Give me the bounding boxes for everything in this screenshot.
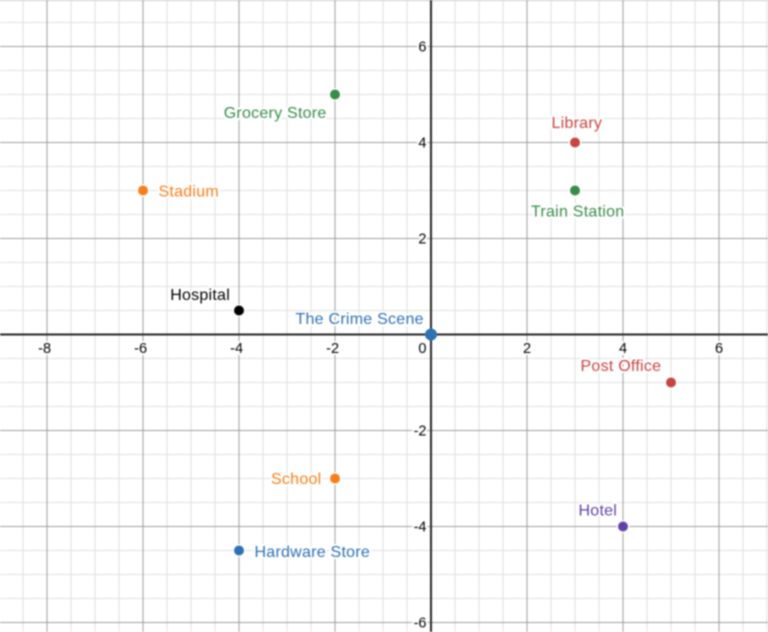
svg-text:Stadium: Stadium	[159, 184, 219, 201]
svg-text:6: 6	[715, 341, 723, 357]
svg-text:2: 2	[523, 341, 531, 357]
svg-text:Library: Library	[552, 115, 603, 132]
svg-text:-4: -4	[414, 520, 427, 536]
svg-text:Grocery Store: Grocery Store	[224, 105, 327, 122]
svg-text:-6: -6	[134, 341, 147, 357]
svg-text:4: 4	[418, 136, 426, 152]
svg-text:-6: -6	[414, 616, 427, 632]
svg-text:0: 0	[418, 341, 426, 357]
svg-text:6: 6	[418, 40, 426, 56]
svg-text:Post Office: Post Office	[581, 358, 662, 375]
svg-text:Hotel: Hotel	[579, 503, 618, 520]
svg-text:4: 4	[619, 341, 627, 357]
svg-text:The Crime Scene: The Crime Scene	[296, 311, 424, 328]
svg-text:-8: -8	[38, 341, 51, 357]
svg-text:-2: -2	[414, 424, 427, 440]
svg-text:School: School	[271, 471, 321, 488]
svg-text:Hospital: Hospital	[170, 287, 230, 304]
svg-text:2: 2	[418, 232, 426, 248]
svg-text:-2: -2	[326, 341, 339, 357]
svg-text:-4: -4	[230, 341, 243, 357]
svg-text:Train Station: Train Station	[531, 204, 624, 221]
svg-text:Hardware Store: Hardware Store	[255, 544, 371, 561]
